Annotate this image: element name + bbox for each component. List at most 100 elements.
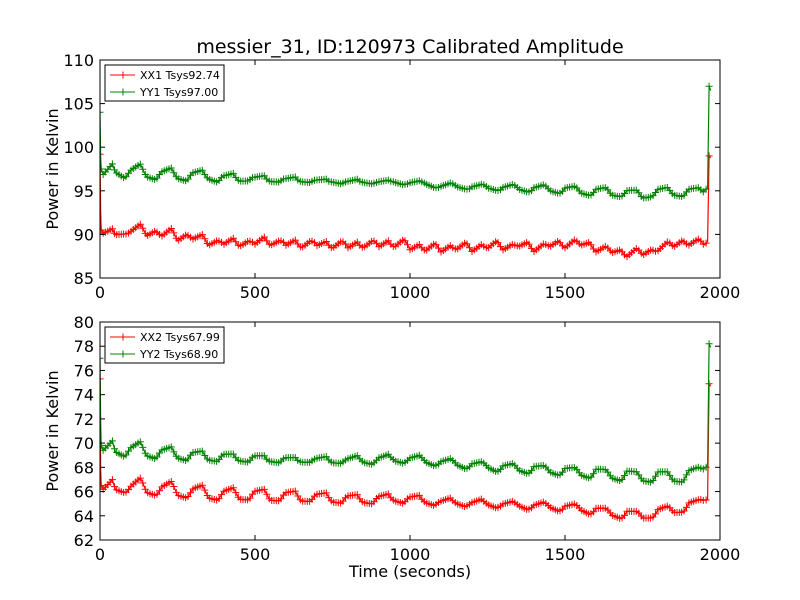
- data-point: [201, 486, 209, 494]
- data-point: [170, 448, 178, 456]
- data-point: [139, 443, 147, 451]
- data-point: [404, 241, 411, 249]
- data-point: [100, 150, 104, 158]
- data-point: [291, 487, 299, 495]
- data-point: [215, 495, 223, 503]
- y-tick-label: 70: [74, 434, 94, 453]
- x-tick-label: 500: [240, 545, 271, 564]
- data-point: [291, 236, 299, 244]
- data-point: [201, 235, 209, 243]
- data-point: [652, 510, 659, 518]
- data-point: [652, 472, 659, 480]
- y-tick-label: 68: [74, 458, 94, 477]
- data-point: [702, 185, 710, 193]
- legend-box: [104, 64, 225, 102]
- data-point: [587, 241, 595, 249]
- data-point: [156, 487, 163, 495]
- y-tick-label: 100: [63, 138, 94, 157]
- x-tick-label: 1000: [390, 283, 431, 302]
- y-tick-label: 80: [74, 313, 94, 332]
- series-markers-1: [100, 82, 713, 202]
- data-point: [136, 474, 144, 482]
- data-point: [170, 483, 178, 490]
- data-point: [100, 375, 104, 383]
- legend-label: XX2 Tsys67.99: [140, 331, 220, 344]
- data-point: [705, 340, 713, 348]
- chart-title: messier_31, ID:120973 Calibrated Amplitu…: [196, 36, 623, 58]
- series-markers-0: [100, 150, 713, 261]
- plot-area: [100, 82, 713, 261]
- data-point: [618, 476, 626, 483]
- data-point: [702, 496, 710, 504]
- y-tick-label: 62: [74, 531, 94, 550]
- data-point: [666, 471, 674, 479]
- y-axis-label: Power in Kelvin: [43, 108, 62, 229]
- y-tick-label: 78: [74, 337, 94, 356]
- data-point: [198, 231, 206, 239]
- data-point: [683, 503, 690, 511]
- data-point: [590, 508, 597, 516]
- y-tick-label: 72: [74, 410, 94, 429]
- data-point: [167, 443, 175, 451]
- x-tick-label: 0: [95, 545, 105, 564]
- legend-label: YY1 Tsys97.00: [139, 86, 218, 99]
- y-tick-label: 64: [74, 507, 94, 526]
- legend-box: [104, 326, 225, 364]
- top-panel: 0 500 1000 1500 2000 85 90 95 100 105 110 Power in …: [43, 51, 740, 302]
- data-point: [184, 455, 192, 463]
- data-point: [108, 437, 116, 445]
- x-tick-label: 500: [240, 283, 271, 302]
- data-point: [100, 165, 105, 173]
- data-point: [649, 477, 657, 484]
- x-tick-label: 1500: [545, 283, 586, 302]
- data-point: [100, 354, 104, 362]
- data-point: [122, 451, 130, 459]
- data-point: [108, 225, 116, 233]
- x-tick-label: 1000: [390, 545, 431, 564]
- data-point: [167, 478, 175, 485]
- data-point: [384, 490, 392, 498]
- data-point: [229, 169, 237, 177]
- data-point: [559, 468, 566, 476]
- y-tick-label: 85: [74, 269, 94, 288]
- bottom-panel: 0 500 1000 1500 2000 62 64 66 68 70 72 74 76 78 80 Powe…: [43, 313, 740, 564]
- data-point: [705, 152, 713, 160]
- data-point: [136, 438, 144, 446]
- legend-marker: [119, 71, 127, 79]
- data-point: [263, 490, 271, 498]
- data-point: [277, 495, 285, 503]
- series-markers-0: [100, 375, 713, 522]
- data-point: [260, 485, 268, 493]
- legend-label: XX1 Tsys92.74: [140, 69, 220, 82]
- data-point: [415, 491, 423, 499]
- data-point: [463, 240, 471, 248]
- data-point: [139, 165, 147, 173]
- data-point: [229, 484, 237, 492]
- data-point: [635, 471, 643, 479]
- y-tick-label: 90: [74, 225, 94, 244]
- y-tick-label: 76: [74, 361, 94, 380]
- data-point: [322, 238, 330, 245]
- data-point: [167, 164, 175, 172]
- data-point: [260, 233, 268, 241]
- data-point: [384, 237, 392, 245]
- data-point: [100, 108, 104, 116]
- data-point: [680, 507, 688, 515]
- data-point: [232, 489, 240, 497]
- data-point: [494, 239, 502, 247]
- data-point: [229, 450, 237, 458]
- data-point: [683, 471, 690, 479]
- data-point: [184, 493, 192, 500]
- x-tick-label: 1500: [545, 545, 586, 564]
- legend-label: YY2 Tsys68.90: [139, 348, 218, 361]
- data-point: [141, 485, 149, 493]
- data-point: [198, 166, 206, 174]
- data-point: [342, 240, 349, 248]
- legend-marker: [119, 88, 127, 96]
- data-point: [246, 494, 254, 502]
- data-point: [621, 472, 628, 479]
- series-markers-1: [100, 340, 713, 486]
- data-point: [604, 468, 612, 476]
- y-tick-label: 110: [63, 51, 94, 70]
- data-point: [198, 447, 206, 455]
